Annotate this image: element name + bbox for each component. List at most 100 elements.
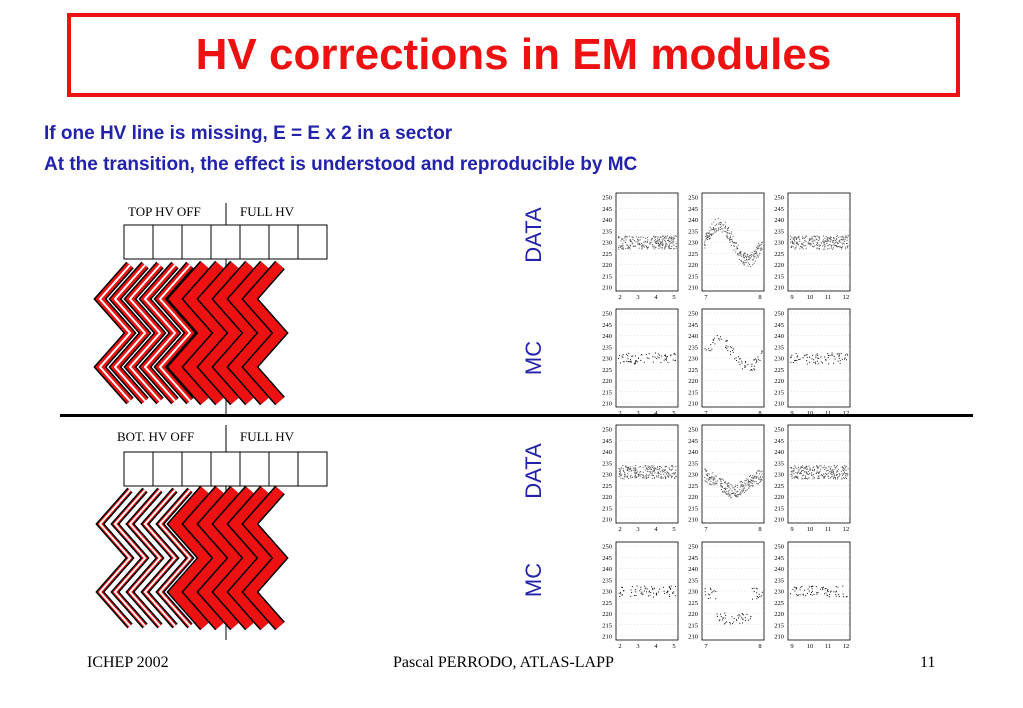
data-point: [716, 229, 718, 231]
data-point: [665, 465, 667, 467]
data-point: [742, 261, 744, 263]
data-point: [669, 241, 671, 243]
data-point: [705, 237, 707, 239]
data-point: [835, 595, 837, 597]
data-point: [812, 239, 814, 241]
data-point: [832, 478, 834, 480]
data-point: [794, 465, 796, 467]
data-point: [795, 353, 797, 355]
data-point: [650, 592, 652, 594]
data-point: [842, 474, 844, 476]
data-point: [746, 479, 748, 481]
data-point: [722, 491, 724, 493]
data-point: [648, 476, 650, 478]
data-point: [641, 248, 643, 250]
y-tick-label: 210: [602, 285, 612, 292]
data-point: [732, 487, 734, 489]
data-point: [645, 246, 647, 248]
data-point: [715, 483, 717, 485]
data-point: [829, 238, 831, 240]
data-point: [725, 225, 727, 227]
data-point: [823, 467, 825, 469]
y-tick-label: 210: [774, 401, 784, 408]
data-point: [647, 595, 649, 597]
data-point: [795, 466, 797, 468]
data-point: [750, 485, 752, 487]
data-point: [747, 256, 749, 258]
data-point: [670, 248, 672, 250]
data-point: [662, 468, 664, 470]
data-point: [806, 592, 808, 594]
section-separator: [60, 414, 973, 417]
data-point: [649, 594, 651, 596]
data-point: [807, 470, 809, 472]
y-tick-label: 240: [602, 566, 612, 573]
y-tick-label: 220: [688, 262, 698, 269]
data-point: [640, 473, 642, 475]
data-point: [627, 466, 629, 468]
data-point: [638, 466, 640, 468]
data-point: [658, 248, 660, 250]
data-point: [761, 473, 763, 475]
data-point: [634, 469, 636, 471]
data-point: [671, 246, 673, 248]
data-point: [646, 242, 648, 244]
data-point: [625, 465, 627, 467]
data-point: [706, 470, 708, 472]
data-point: [841, 478, 843, 480]
data-point: [708, 235, 710, 237]
data-point: [713, 484, 715, 486]
data-point: [668, 240, 670, 242]
data-point: [754, 253, 756, 255]
data-point: [741, 483, 743, 485]
data-point: [840, 470, 842, 472]
data-point: [728, 485, 730, 487]
y-tick-label: 230: [774, 240, 784, 247]
data-point: [816, 470, 818, 472]
data-point: [758, 470, 760, 472]
data-point: [795, 236, 797, 238]
data-point: [751, 480, 753, 482]
data-point: [727, 484, 729, 486]
data-point: [748, 257, 750, 259]
data-point: [661, 243, 663, 245]
data-point: [666, 591, 668, 593]
absorber-plate: [243, 261, 287, 405]
data-point: [675, 586, 677, 588]
data-point: [753, 365, 755, 367]
data-point: [833, 237, 835, 239]
data-point: [660, 362, 662, 364]
data-point: [816, 465, 818, 467]
data-point: [753, 478, 755, 480]
data-point: [662, 471, 664, 473]
data-point: [741, 255, 743, 257]
data-point: [748, 487, 750, 489]
data-point: [717, 223, 719, 225]
data-point: [738, 361, 740, 363]
data-point: [830, 240, 832, 242]
data-point: [756, 473, 758, 475]
data-point: [844, 466, 846, 468]
data-point: [668, 467, 670, 469]
data-point: [795, 587, 797, 589]
data-point: [741, 617, 743, 619]
data-point: [723, 491, 725, 493]
data-point: [706, 474, 708, 476]
y-tick-label: 230: [688, 240, 698, 247]
data-point: [811, 472, 813, 474]
data-point: [633, 245, 635, 247]
data-point: [730, 497, 732, 499]
data-point: [725, 490, 727, 492]
y-tick-label: 235: [602, 228, 612, 235]
data-point: [746, 478, 748, 480]
y-tick-label: 250: [774, 195, 784, 202]
data-point: [642, 477, 644, 479]
data-point: [651, 474, 653, 476]
data-point: [664, 235, 666, 237]
data-point: [718, 339, 720, 341]
data-point: [750, 479, 752, 481]
data-point: [727, 237, 729, 239]
data-point: [622, 468, 624, 470]
data-point: [817, 472, 819, 474]
data-point: [817, 472, 819, 474]
